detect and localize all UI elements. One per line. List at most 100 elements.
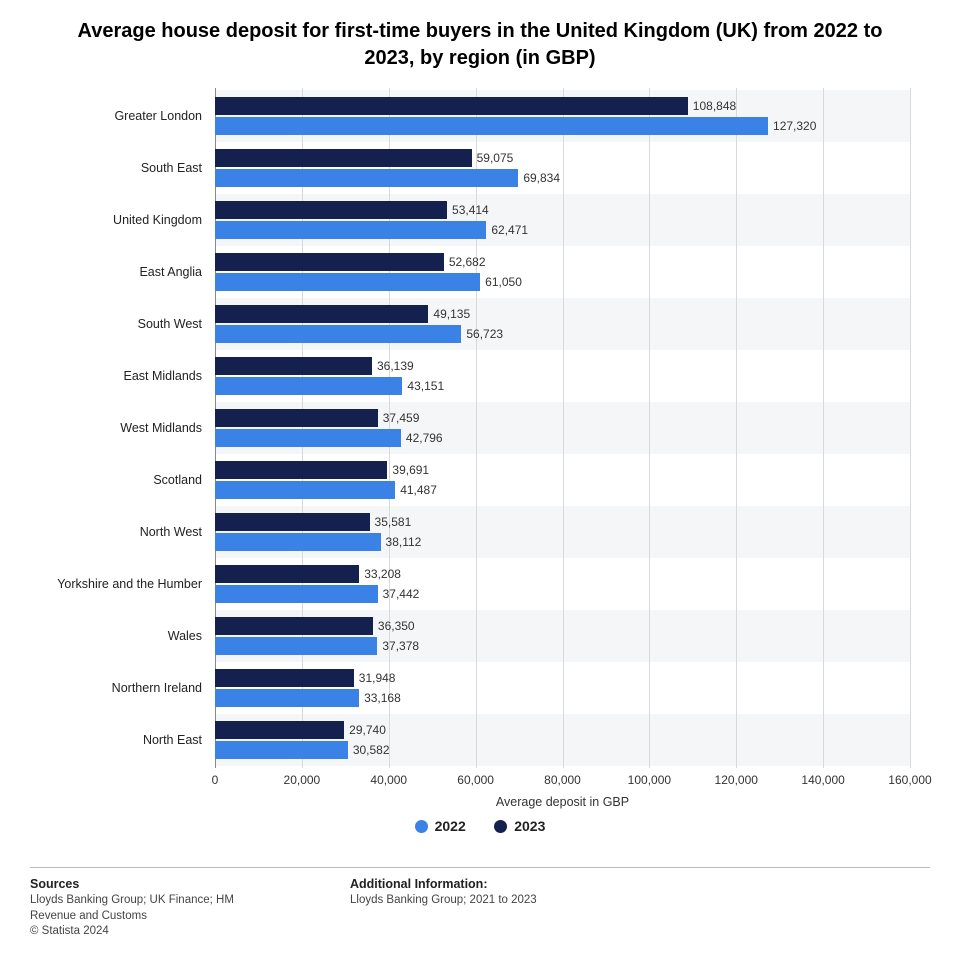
bar-2022: 37,442 <box>215 585 378 603</box>
bar-2023: 49,135 <box>215 305 428 323</box>
sources-heading: Sources <box>30 877 260 891</box>
chart-title: Average house deposit for first-time buy… <box>0 0 960 78</box>
legend-label-2022: 2022 <box>435 818 466 834</box>
x-tick-label: 80,000 <box>544 773 581 787</box>
footer: Sources Lloyds Banking Group; UK Finance… <box>30 877 930 940</box>
bar-2023: 36,139 <box>215 357 372 375</box>
y-category-label: Northern Ireland <box>112 681 202 695</box>
bar-2023: 37,459 <box>215 409 378 427</box>
legend-swatch-2023 <box>494 820 507 833</box>
bar-value-label: 42,796 <box>406 431 443 445</box>
bar-2022: 127,320 <box>215 117 768 135</box>
bar-2023: 31,948 <box>215 669 354 687</box>
bar-value-label: 127,320 <box>773 119 816 133</box>
bar-value-label: 33,208 <box>364 567 401 581</box>
bar-value-label: 33,168 <box>364 691 401 705</box>
bar-value-label: 43,151 <box>407 379 444 393</box>
bar-value-label: 52,682 <box>449 255 486 269</box>
footer-info: Additional Information: Lloyds Banking G… <box>350 877 537 940</box>
gridline <box>476 88 477 768</box>
sources-text: Lloyds Banking Group; UK Finance; HM Rev… <box>30 893 260 924</box>
copyright-text: © Statista 2024 <box>30 924 260 940</box>
bar-2022: 43,151 <box>215 377 402 395</box>
y-category-label: United Kingdom <box>113 213 202 227</box>
bar-2022: 61,050 <box>215 273 480 291</box>
y-category-label: North West <box>140 525 202 539</box>
gridline <box>910 88 911 768</box>
x-tick-label: 0 <box>212 773 219 787</box>
legend-swatch-2022 <box>415 820 428 833</box>
bar-2022: 38,112 <box>215 533 381 551</box>
bar-2022: 69,834 <box>215 169 518 187</box>
x-tick-label: 120,000 <box>715 773 758 787</box>
legend-item-2023: 2023 <box>494 818 545 834</box>
x-axis-ticks: 020,00040,00060,00080,000100,000120,0001… <box>215 773 910 793</box>
bar-2022: 33,168 <box>215 689 359 707</box>
bar-value-label: 37,459 <box>383 411 420 425</box>
info-text: Lloyds Banking Group; 2021 to 2023 <box>350 893 537 909</box>
y-category-label: West Midlands <box>120 421 202 435</box>
gridline <box>823 88 824 768</box>
bar-value-label: 59,075 <box>477 151 514 165</box>
bar-2023: 29,740 <box>215 721 344 739</box>
bar-value-label: 36,350 <box>378 619 415 633</box>
gridline <box>563 88 564 768</box>
bar-value-label: 30,582 <box>353 743 390 757</box>
plot: 108,848127,32059,07569,83453,41462,47152… <box>215 88 910 768</box>
bar-value-label: 36,139 <box>377 359 414 373</box>
bar-value-label: 37,442 <box>383 587 420 601</box>
bar-value-label: 69,834 <box>523 171 560 185</box>
bar-value-label: 38,112 <box>386 535 422 549</box>
y-category-label: East Anglia <box>139 265 202 279</box>
bar-value-label: 35,581 <box>375 515 412 529</box>
bar-value-label: 37,378 <box>382 639 419 653</box>
x-tick-label: 140,000 <box>801 773 844 787</box>
y-category-label: Wales <box>168 629 202 643</box>
legend: 2022 2023 <box>30 818 930 838</box>
bar-value-label: 29,740 <box>349 723 386 737</box>
y-category-label: Scotland <box>153 473 202 487</box>
gridline <box>389 88 390 768</box>
gridline <box>649 88 650 768</box>
y-category-label: South East <box>141 161 202 175</box>
gridline <box>302 88 303 768</box>
bar-2023: 53,414 <box>215 201 447 219</box>
y-category-label: South West <box>138 317 202 331</box>
bar-2022: 37,378 <box>215 637 377 655</box>
x-tick-label: 60,000 <box>457 773 494 787</box>
x-axis-label: Average deposit in GBP <box>215 795 910 809</box>
footer-divider <box>30 867 930 868</box>
bar-2022: 62,471 <box>215 221 486 239</box>
bar-2023: 59,075 <box>215 149 472 167</box>
x-tick-label: 100,000 <box>628 773 671 787</box>
bar-2022: 42,796 <box>215 429 401 447</box>
bar-2023: 39,691 <box>215 461 387 479</box>
y-axis-labels: Greater London South East United Kingdom Ea… <box>30 88 210 768</box>
bar-2023: 36,350 <box>215 617 373 635</box>
y-category-label: North East <box>143 733 202 747</box>
bar-value-label: 62,471 <box>491 223 528 237</box>
bar-value-label: 41,487 <box>400 483 437 497</box>
bar-2023: 108,848 <box>215 97 688 115</box>
bar-2022: 41,487 <box>215 481 395 499</box>
bar-2023: 35,581 <box>215 513 370 531</box>
bar-value-label: 49,135 <box>433 307 470 321</box>
y-category-label: East Midlands <box>123 369 202 383</box>
bar-value-label: 61,050 <box>485 275 522 289</box>
bar-2022: 56,723 <box>215 325 461 343</box>
bar-value-label: 39,691 <box>392 463 429 477</box>
chart-area: Greater London South East United Kingdom Ea… <box>30 88 930 828</box>
legend-item-2022: 2022 <box>415 818 466 834</box>
y-category-label: Yorkshire and the Humber <box>57 577 202 591</box>
y-axis-line <box>215 88 216 768</box>
legend-label-2023: 2023 <box>514 818 545 834</box>
bar-2023: 52,682 <box>215 253 444 271</box>
footer-sources: Sources Lloyds Banking Group; UK Finance… <box>30 877 260 940</box>
info-heading: Additional Information: <box>350 877 537 891</box>
y-category-label: Greater London <box>114 109 202 123</box>
bar-2022: 30,582 <box>215 741 348 759</box>
x-tick-label: 40,000 <box>370 773 407 787</box>
bar-value-label: 53,414 <box>452 203 489 217</box>
x-tick-label: 160,000 <box>888 773 931 787</box>
bar-value-label: 31,948 <box>359 671 396 685</box>
